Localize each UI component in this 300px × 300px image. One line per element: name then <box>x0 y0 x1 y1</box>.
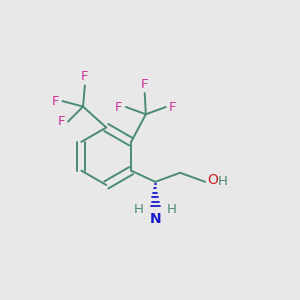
Text: H: H <box>218 175 227 188</box>
Text: H: H <box>167 202 177 215</box>
Text: F: F <box>57 115 65 128</box>
Text: F: F <box>169 100 176 113</box>
Text: N: N <box>149 212 161 226</box>
Text: F: F <box>115 100 123 113</box>
Text: H: H <box>134 202 143 215</box>
Text: O: O <box>208 173 218 187</box>
Text: F: F <box>81 70 88 83</box>
Text: F: F <box>52 94 59 108</box>
Text: F: F <box>141 78 148 91</box>
